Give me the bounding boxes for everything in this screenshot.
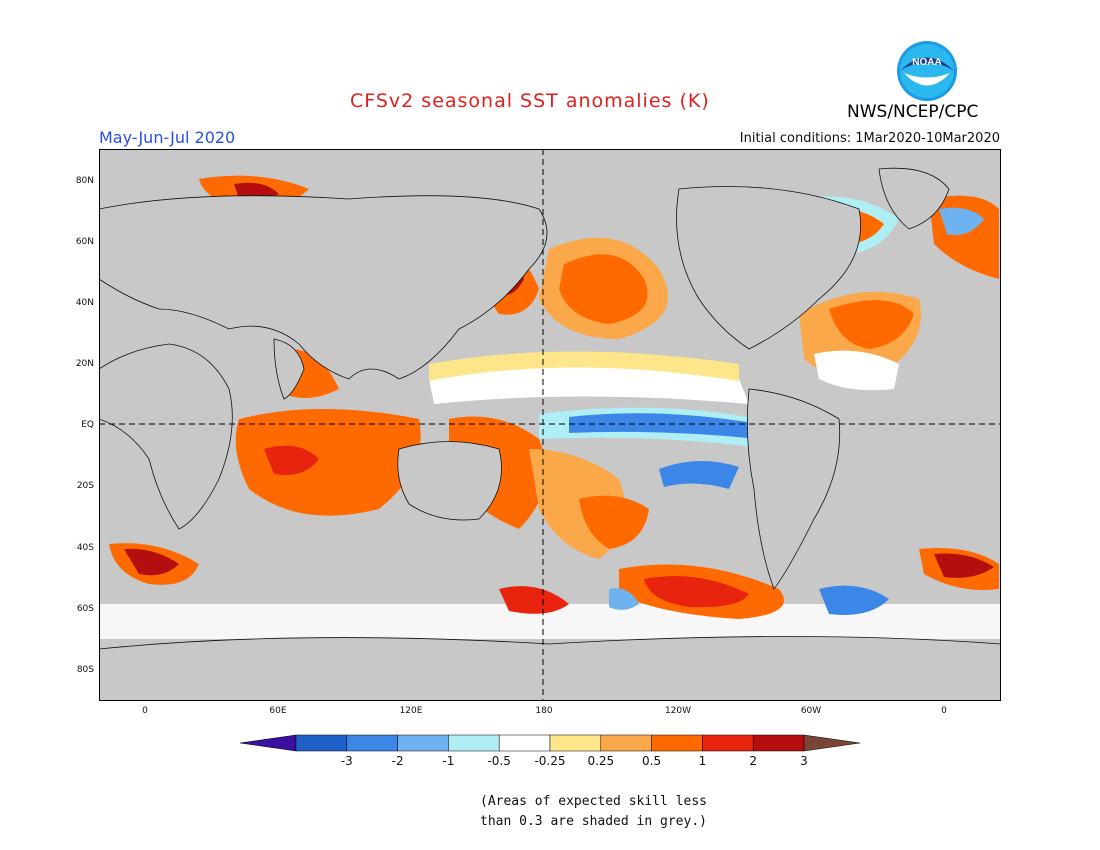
colorbar-tick-label: -1 bbox=[442, 754, 455, 768]
colorbar-tick-label: 0.25 bbox=[587, 754, 615, 768]
colorbar-tick-label: 0.5 bbox=[642, 754, 662, 768]
lat-label-80n: 80N bbox=[75, 176, 94, 186]
colorbar-tick-label: -0.25 bbox=[534, 754, 566, 768]
lon-label-120e: 120E bbox=[399, 706, 423, 716]
lat-label-20n: 20N bbox=[75, 359, 94, 369]
colorbar-min-arrow bbox=[239, 734, 297, 752]
colorbar-tick-label: -3 bbox=[340, 754, 353, 768]
lat-label-eq: EQ bbox=[81, 420, 94, 430]
skill-note-line-1: (Areas of expected skill less bbox=[480, 794, 707, 809]
colorbar-bin bbox=[295, 734, 348, 752]
skill-note: (Areas of expected skill less than 0.3 a… bbox=[480, 792, 707, 832]
lon-label-60e: 60E bbox=[269, 706, 287, 716]
initial-conditions-label: Initial conditions: 1Mar2020-10Mar2020 bbox=[739, 131, 1000, 146]
sst-anomaly-map bbox=[98, 148, 1002, 702]
colorbar-tick-label: -2 bbox=[391, 754, 404, 768]
lat-label-20s: 20S bbox=[76, 481, 94, 491]
lat-label-80s: 80S bbox=[76, 665, 94, 675]
skill-note-line-2: than 0.3 are shaded in grey.) bbox=[480, 814, 707, 829]
lat-label-60n: 60N bbox=[75, 237, 94, 247]
colorbar-bin bbox=[397, 734, 449, 752]
colorbar-tick-label: 2 bbox=[749, 754, 758, 768]
noaa-logo: NOAA bbox=[896, 40, 958, 102]
colorbar-bin bbox=[702, 734, 754, 752]
lat-label-60s: 60S bbox=[76, 604, 94, 614]
colorbar-tick-label: 1 bbox=[698, 754, 707, 768]
season-label: May-Jun-Jul 2020 bbox=[99, 128, 236, 147]
map-title: CFSv2 seasonal SST anomalies (K) bbox=[350, 90, 710, 112]
colorbar-bin bbox=[448, 734, 500, 752]
lon-label-0-east: 0 bbox=[941, 706, 947, 716]
agency-label: NWS/NCEP/CPC bbox=[847, 102, 979, 122]
colorbar-bin bbox=[651, 734, 703, 752]
colorbar-bin bbox=[346, 734, 398, 752]
colorbar-bin bbox=[600, 734, 652, 752]
colorbar-bin bbox=[498, 734, 551, 752]
lon-label-180: 180 bbox=[535, 706, 553, 716]
colorbar-bin bbox=[549, 734, 602, 752]
lon-label-60w: 60W bbox=[800, 706, 822, 716]
colorbar-bin bbox=[752, 734, 805, 752]
lon-label-120w: 120W bbox=[664, 706, 692, 716]
colorbar bbox=[239, 734, 861, 752]
lon-label-0: 0 bbox=[142, 706, 148, 716]
lat-label-40n: 40N bbox=[75, 298, 94, 308]
lat-label-40s: 40S bbox=[76, 543, 94, 553]
colorbar-max-arrow bbox=[803, 734, 861, 752]
colorbar-tick-label: 3 bbox=[800, 754, 808, 768]
colorbar-tick-label: -0.5 bbox=[487, 754, 511, 768]
svg-text:NOAA: NOAA bbox=[912, 57, 941, 68]
